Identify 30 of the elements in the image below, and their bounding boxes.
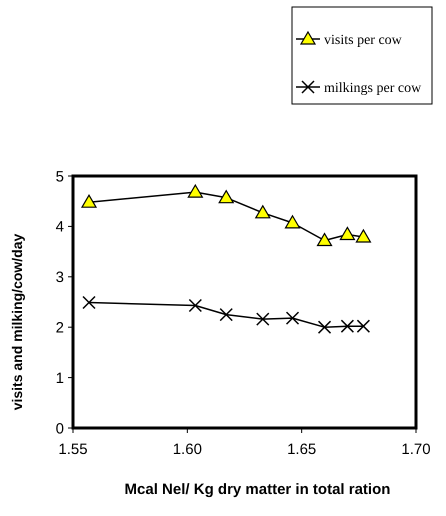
x-tick-label: 1.70 [401, 441, 431, 458]
point [356, 319, 370, 333]
point [256, 312, 270, 326]
legend-label: visits per cow [324, 32, 403, 48]
point [188, 184, 203, 198]
y-tick-label: 0 [56, 420, 64, 438]
point [82, 296, 96, 310]
point [316, 232, 332, 246]
x-tick-label: 1.65 [287, 441, 316, 458]
y-tick-label: 2 [56, 319, 64, 336]
point [340, 226, 355, 240]
point [340, 319, 354, 333]
y-tick-label: 1 [56, 370, 64, 387]
legend-label: milkings per cow [324, 80, 422, 96]
x-tick-label: 1.55 [58, 441, 88, 458]
point [318, 320, 332, 334]
point [286, 311, 300, 325]
y-tick-label: 3 [56, 269, 64, 286]
point [219, 308, 233, 322]
point [284, 215, 300, 228]
point [218, 190, 234, 204]
y-axis-title: visits and milking/cow/day [9, 233, 25, 410]
point [188, 298, 202, 312]
x-axis-title: Mcal Nel/ Kg dry matter in total ration [124, 481, 390, 498]
point [356, 229, 372, 243]
y-tick-label: 4 [56, 218, 64, 236]
point [81, 194, 97, 208]
x-tick-label: 1.60 [172, 441, 202, 458]
y-tick-label: 5 [56, 168, 64, 186]
point [255, 205, 270, 218]
